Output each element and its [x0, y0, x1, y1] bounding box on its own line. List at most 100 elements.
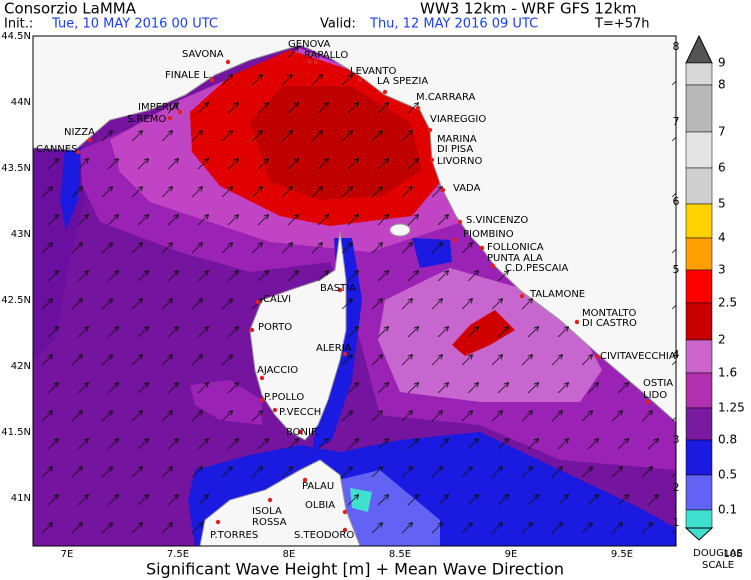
lon-label: 9E	[505, 549, 518, 560]
wave-arrow	[41, 523, 52, 534]
wave-arrow	[647, 439, 658, 450]
wave-arrow	[191, 131, 202, 142]
wave-zone	[190, 380, 262, 425]
wave-arrow	[317, 215, 328, 226]
colorbar-label: 2.5	[718, 296, 737, 310]
colorbar-label: 8	[718, 78, 726, 92]
wave-arrow	[131, 467, 142, 478]
wave-arrow	[107, 495, 118, 506]
wave-arrow	[197, 383, 208, 394]
wave-arrow	[461, 299, 472, 310]
city-label: AJACCIO	[257, 365, 298, 376]
lat-label: 42.5N	[1, 295, 31, 306]
wave-arrow	[137, 439, 148, 450]
wave-arrow	[461, 243, 472, 254]
city-label: S.REMO	[127, 114, 166, 125]
wave-arrow	[137, 215, 148, 226]
colorbar-segment	[685, 84, 713, 133]
city-marker	[259, 397, 265, 403]
wave-arrow	[461, 467, 472, 478]
colorbar-label: 6	[718, 161, 726, 175]
city-marker	[87, 137, 93, 143]
wave-arrow	[161, 355, 172, 366]
wave-arrow	[77, 495, 88, 506]
city-label: PUNTA ALA	[487, 253, 543, 264]
colorbar-segment	[685, 509, 713, 529]
wave-arrow	[347, 215, 358, 226]
city-label: OLBIA	[305, 500, 335, 511]
map	[33, 36, 676, 546]
init-time: Tue, 10 MAY 2016 00 UTC	[51, 17, 218, 32]
valid-time: Thu, 12 MAY 2016 09 UTC	[369, 17, 538, 32]
douglas-label: 4	[673, 348, 680, 361]
wave-arrow	[251, 411, 262, 422]
city-marker	[382, 89, 388, 95]
wave-arrow	[101, 523, 112, 534]
city-marker	[313, 59, 319, 65]
wave-arrow	[251, 187, 262, 198]
wave-arrow	[497, 383, 508, 394]
wave-arrow	[551, 411, 562, 422]
city-label: NIZZA	[64, 127, 95, 138]
wave-arrow	[257, 439, 268, 450]
wave-arrow	[431, 243, 442, 254]
wave-arrow	[461, 523, 472, 534]
wave-arrow	[251, 131, 262, 142]
wave-arrow	[167, 103, 178, 114]
city-marker	[272, 407, 278, 413]
wave-arrow	[287, 103, 298, 114]
wave-arrow	[581, 467, 592, 478]
city-marker	[342, 527, 348, 533]
colorbar-label: 4	[718, 231, 726, 245]
city-label: PIOMBINO	[463, 229, 514, 240]
wave-arrow	[197, 103, 208, 114]
wave-arrow	[257, 103, 268, 114]
wave-arrow	[71, 411, 82, 422]
city-marker	[259, 375, 265, 381]
lon-label: 9.5E	[611, 549, 633, 560]
wave-arrow	[251, 75, 262, 86]
wave-arrow	[347, 271, 358, 282]
wave-arrow	[317, 271, 328, 282]
city-marker	[249, 327, 255, 333]
wave-arrow	[101, 131, 112, 142]
wave-arrow	[467, 495, 478, 506]
wave-arrow	[167, 271, 178, 282]
wave-arrow	[47, 439, 58, 450]
city-label: S.TEODORO	[294, 530, 354, 541]
wave-arrow	[371, 411, 382, 422]
wave-arrow	[227, 327, 238, 338]
wave-zone	[60, 148, 82, 230]
wave-arrow	[257, 159, 268, 170]
wave-arrow	[437, 495, 448, 506]
wave-arrow	[557, 383, 568, 394]
wave-arrow	[221, 131, 232, 142]
wave-arrow	[437, 215, 448, 226]
wave-arrow	[107, 327, 118, 338]
wave-arrow	[461, 355, 472, 366]
wave-arrow	[161, 187, 172, 198]
wave-arrow	[221, 243, 232, 254]
wave-arrow	[41, 187, 52, 198]
wave-arrow	[407, 215, 418, 226]
wave-arrow	[107, 383, 118, 394]
douglas-label: DOUGLAS	[693, 548, 743, 559]
wave-arrow	[671, 136, 676, 142]
city-marker	[209, 77, 215, 83]
city-label: OSTIA	[643, 378, 673, 389]
wave-arrow	[197, 439, 208, 450]
colorbar-segment	[685, 269, 713, 304]
wave-arrow	[491, 523, 502, 534]
city-label: CANNES	[36, 144, 77, 155]
wave-arrow	[527, 439, 538, 450]
city-label: ISOLA	[252, 506, 282, 517]
wave-arrow	[197, 327, 208, 338]
wave-arrow	[371, 243, 382, 254]
city-marker	[75, 149, 81, 155]
footer: Significant Wave Height [m] + Mean Wave …	[146, 560, 564, 579]
wave-arrow	[581, 411, 592, 422]
wave-arrow	[611, 523, 622, 534]
wave-arrow	[641, 411, 652, 422]
wave-arrow	[287, 215, 298, 226]
